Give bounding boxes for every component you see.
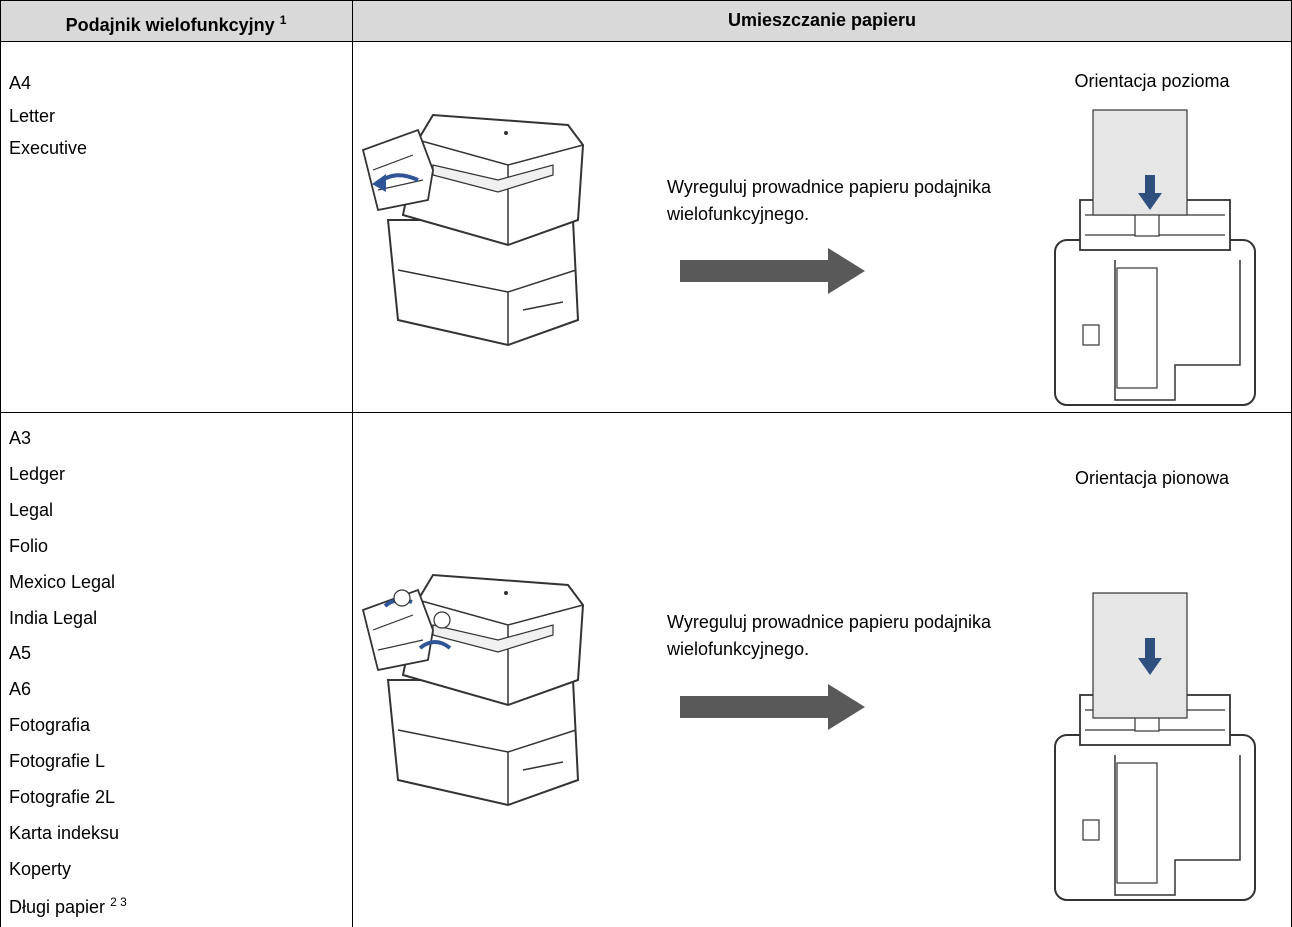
size-text: A4 — [9, 73, 32, 93]
header-text: Podajnik wielofunkcyjny — [65, 15, 275, 35]
size-text: Folio — [9, 535, 49, 556]
size-item: A6 — [9, 679, 31, 700]
size-item: A4 — [9, 73, 31, 94]
size-text: Koperty — [9, 858, 72, 879]
size-item: Folio — [9, 536, 48, 557]
border — [352, 0, 353, 927]
size-item: Długi papier 2 3 — [9, 895, 127, 918]
size-item: Ledger — [9, 464, 65, 485]
size-item: Fotografie 2L — [9, 787, 115, 808]
border — [0, 412, 1292, 413]
footnote-ref: 2 3 — [110, 894, 127, 909]
size-item: Karta indeksu — [9, 823, 119, 844]
size-item: Koperty — [9, 859, 71, 880]
size-item: India Legal — [9, 608, 97, 629]
instruction: Wyreguluj prowadnice papieru podajnika w… — [667, 612, 992, 659]
size-text: Fotografie 2L — [9, 787, 116, 807]
size-item: A5 — [9, 643, 31, 664]
size-text: A3 — [9, 428, 32, 448]
header-cell: Podajnik wielofunkcyjny 1 — [0, 0, 352, 41]
size-text: Letter — [9, 105, 56, 126]
size-item: Mexico Legal — [9, 572, 115, 593]
border — [0, 41, 1292, 42]
size-text: India Legal — [9, 607, 98, 628]
size-text: A6 — [9, 679, 32, 700]
size-text: Długi papier — [9, 896, 106, 917]
size-item: Letter — [9, 106, 55, 127]
size-item: Fotografia — [9, 715, 90, 736]
header-text: Umieszczanie papieru — [727, 10, 917, 30]
size-text: Fotografie L — [9, 751, 106, 772]
size-text: Ledger — [9, 463, 66, 484]
instruction: Wyreguluj prowadnice papieru podajnika w… — [667, 177, 992, 224]
footnote-ref: 1 — [279, 13, 287, 27]
size-text: Mexico Legal — [9, 571, 116, 592]
size-text: Fotografia — [9, 715, 91, 736]
header-cell: Umieszczanie papieru — [352, 0, 1292, 41]
border — [0, 0, 1292, 1]
orientation-label: Orientacja pozioma — [1074, 71, 1230, 91]
size-text: Legal — [9, 499, 54, 520]
size-item: A3 — [9, 428, 31, 449]
size-text: Karta indeksu — [9, 822, 120, 843]
size-text: Executive — [9, 138, 88, 158]
size-text: A5 — [9, 643, 32, 664]
size-item: Executive — [9, 138, 87, 159]
border — [0, 0, 1, 927]
size-item: Legal — [9, 500, 53, 521]
orientation-label: Orientacja pionowa — [1074, 468, 1230, 488]
size-item: Fotografie L — [9, 751, 105, 772]
